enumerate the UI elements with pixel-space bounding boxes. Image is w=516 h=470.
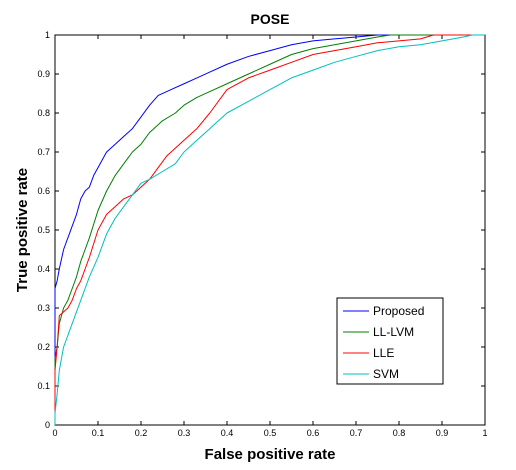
x-tick-label: 0.8 xyxy=(393,428,406,438)
y-axis-label: True positive rate xyxy=(14,168,31,292)
legend: Proposed LL-LVM LLE SVM xyxy=(336,297,444,385)
x-tick-label: 1 xyxy=(482,428,487,438)
series-line-svm xyxy=(54,34,485,425)
y-tick-label: 0.1 xyxy=(37,381,50,391)
legend-entry-lle: LLE xyxy=(373,346,394,360)
axis-ticks: 0 0.1 0.2 0.3 0.4 0.5 0.6 0.7 0.8 0.9 1 0 0.1 0.2 0.3 0… xyxy=(37,30,487,438)
y-tick-label: 0.8 xyxy=(37,108,50,118)
x-tick-label: 0.9 xyxy=(436,428,449,438)
y-tick-label: 0.3 xyxy=(37,303,50,313)
series-line-lle xyxy=(54,34,485,425)
chart-title: POSE xyxy=(251,11,290,27)
x-tick-label: 0.7 xyxy=(350,428,363,438)
x-tick-label: 0.4 xyxy=(221,428,234,438)
x-tick-label: 0 xyxy=(52,428,57,438)
legend-box xyxy=(336,297,444,385)
x-tick-label: 0.2 xyxy=(135,428,148,438)
y-tick-label: 0.9 xyxy=(37,69,50,79)
y-tick-label: 0.4 xyxy=(37,264,50,274)
y-tick-label: 0 xyxy=(45,420,50,430)
legend-entry-ll-lvm: LL-LVM xyxy=(373,325,414,339)
x-tick-label: 0.3 xyxy=(178,428,191,438)
y-tick-label: 0.5 xyxy=(37,225,50,235)
x-axis-label: False positive rate xyxy=(205,446,336,463)
y-tick-label: 1 xyxy=(45,30,50,40)
y-tick-label: 0.2 xyxy=(37,342,50,352)
y-tick-label: 0.6 xyxy=(37,186,50,196)
series-line-proposed xyxy=(54,34,485,425)
legend-entry-svm: SVM xyxy=(373,367,399,381)
y-tick-label: 0.7 xyxy=(37,147,50,157)
series-lines xyxy=(54,34,485,425)
x-tick-label: 0.6 xyxy=(307,428,320,438)
x-tick-label: 0.1 xyxy=(92,428,105,438)
series-line-ll-lvm xyxy=(54,34,485,425)
legend-entry-proposed: Proposed xyxy=(373,304,424,318)
x-tick-label: 0.5 xyxy=(264,428,277,438)
